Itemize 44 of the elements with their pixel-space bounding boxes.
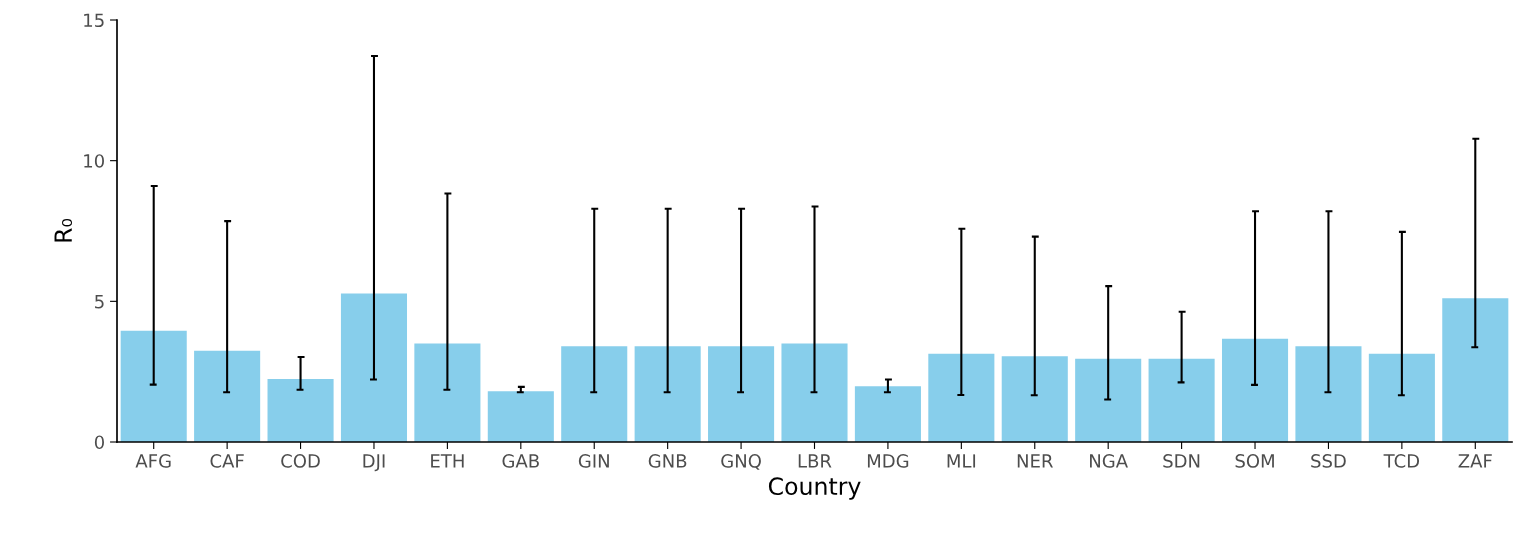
x-tick-label: MLI <box>947 454 976 468</box>
bar <box>1442 298 1509 442</box>
x-tick-label: COD <box>281 454 320 468</box>
bar <box>194 350 261 442</box>
x-tick-label: NGA <box>1090 454 1128 468</box>
bar <box>854 386 921 442</box>
x-tick-label: SSD <box>1311 454 1346 468</box>
y-tick-label: 10 <box>84 154 104 168</box>
x-tick-label: GAB <box>502 454 539 468</box>
bar <box>634 346 701 442</box>
y-tick-label: 5 <box>95 295 104 309</box>
y-axis-title: R₀ <box>54 218 73 242</box>
x-tick-label: NER <box>1017 454 1053 468</box>
x-tick-label: LBR <box>798 454 832 468</box>
x-tick-label: GNB <box>648 454 687 468</box>
bar <box>414 343 481 442</box>
x-tick-label: AFG <box>135 454 171 468</box>
bar <box>340 293 408 442</box>
bar <box>1221 338 1289 442</box>
x-axis-title: Country <box>768 477 861 500</box>
x-tick-label: SOM <box>1235 454 1274 468</box>
bar <box>267 378 334 442</box>
x-tick-label: DJI <box>363 454 385 472</box>
x-tick-label: SDN <box>1163 454 1200 468</box>
x-tick-label: TCD <box>1383 454 1420 468</box>
bar <box>120 330 187 442</box>
x-tick-label: GIN <box>578 454 609 468</box>
y-tick-label: 0 <box>94 435 104 450</box>
bar <box>928 353 995 442</box>
bar <box>1148 358 1215 442</box>
x-tick-label: GNQ <box>721 454 761 470</box>
bar <box>781 343 848 442</box>
bar <box>1075 358 1142 442</box>
bar <box>1295 346 1362 442</box>
bar <box>1001 356 1068 442</box>
bar <box>708 346 775 442</box>
bar <box>487 391 554 442</box>
x-tick-label: ZAF <box>1458 454 1492 468</box>
x-tick-label: MDG <box>867 454 909 468</box>
bar <box>1368 353 1435 442</box>
x-tick-label: CAF <box>210 454 244 468</box>
x-tick-label: ETH <box>431 454 464 468</box>
y-tick-label: 15 <box>84 13 104 28</box>
bar <box>561 346 628 442</box>
